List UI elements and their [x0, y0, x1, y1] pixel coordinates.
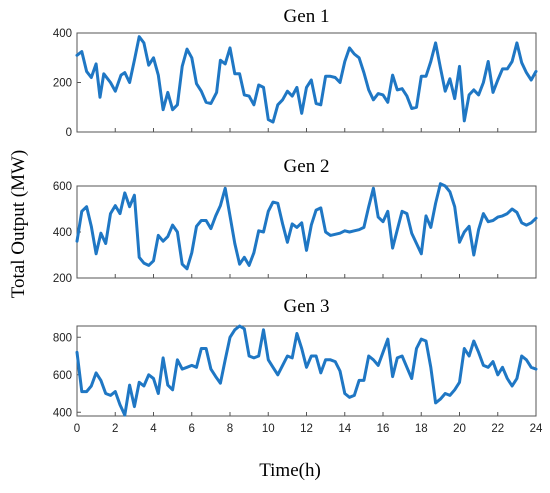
x-tick-label: 16 [377, 423, 390, 435]
x-tick-label: 2 [112, 423, 118, 435]
x-axis-label: Time(h) [259, 460, 321, 481]
x-tick-label: 24 [530, 423, 543, 435]
x-tick-label: 12 [300, 423, 313, 435]
series-line [75, 324, 538, 417]
y-tick-label: 800 [53, 332, 72, 344]
plot-frame [76, 325, 537, 417]
y-tick-label: 200 [53, 78, 72, 90]
x-tick-label: 10 [262, 423, 275, 435]
y-tick-label: 400 [53, 407, 72, 419]
panel-title: Gen 1 [284, 6, 330, 27]
y-tick-label: 600 [53, 370, 72, 382]
x-tick-label: 14 [338, 423, 351, 435]
x-tick-label: 22 [491, 423, 504, 435]
y-tick-label: 200 [53, 273, 72, 285]
x-tick-label: 6 [189, 423, 195, 435]
gen-panel-2: Gen 2 200 400 600 [53, 156, 538, 285]
x-tick-label: 4 [150, 423, 157, 435]
series-line [75, 182, 538, 271]
y-tick-label: 600 [53, 181, 72, 193]
y-axis-label: Total Output (MW) [8, 150, 29, 299]
x-tick-label: 0 [74, 423, 80, 435]
panel-title: Gen 3 [284, 296, 330, 317]
x-tick-label: 18 [415, 423, 428, 435]
y-tick-label: 400 [53, 28, 72, 40]
x-tick-label: 8 [227, 423, 233, 435]
panel-title: Gen 2 [284, 156, 330, 177]
x-tick-label: 20 [453, 423, 466, 435]
gen-panel-1: Gen 1 0 200 400 [53, 6, 538, 139]
y-tick-label: 0 [66, 127, 72, 139]
series-line [75, 35, 538, 124]
y-tick-label: 400 [53, 227, 72, 239]
